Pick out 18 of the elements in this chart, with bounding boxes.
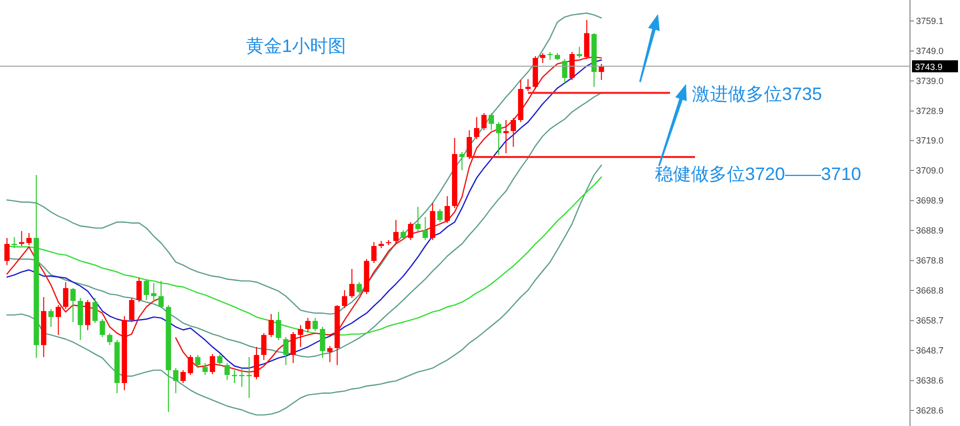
y-tick-label: 3678.8 [916,256,944,266]
y-tick-label: 3698.9 [916,196,944,206]
ref-line-label: 稳健做多位3720——3710 [655,164,862,184]
y-tick-label: 3759.1 [916,16,944,26]
y-tick-label: 3688.9 [916,225,944,236]
y-tick-label: 3638.6 [916,376,944,386]
y-tick-label: 3658.7 [916,316,944,326]
y-tick-label: 3628.6 [916,405,944,416]
ref-line-label: 激进做多位3735 [692,84,822,104]
y-tick-label: 3719.0 [916,136,944,146]
y-tick-label: 3728.9 [916,106,944,116]
y-tick-label: 3739.0 [916,76,944,86]
title: 黄金1小时图 [246,36,346,56]
y-tick-label: 3648.7 [916,345,944,356]
y-tick-label: 3709.0 [916,165,944,176]
y-tick-label: 3668.8 [916,285,944,296]
ref-line-label: 3743.9 [915,62,943,72]
y-tick-label: 3749.0 [916,46,944,56]
